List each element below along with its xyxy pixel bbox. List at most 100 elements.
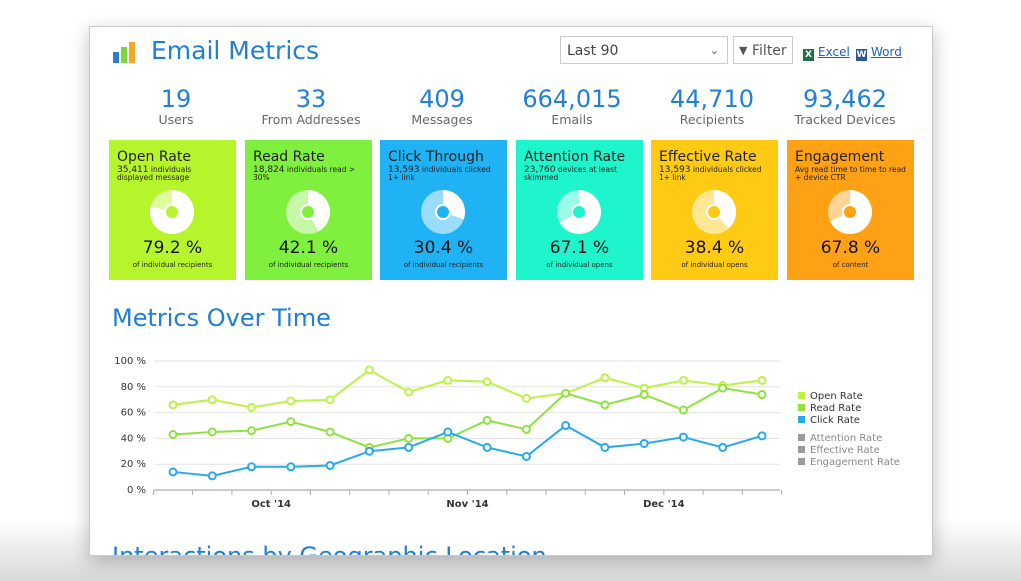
point [600,373,610,383]
card-title: Open Rate [117,149,191,165]
donut-hole [706,204,722,220]
card-note: of individual recipients [403,261,484,269]
donut-hole [300,204,316,220]
point [757,375,767,385]
stat-value: 93,462 [803,85,887,113]
metric-card: Open Rate 35,411 individuals displayed me… [109,140,236,280]
y-tick-label: 80 % [121,382,146,393]
point [443,375,453,385]
donut-hole [842,204,858,220]
card-text: Avg read time to time to read + device C… [795,165,906,182]
card-value: 67.8 % [820,238,881,258]
card-value: 38.4 % [684,238,745,258]
point [443,427,453,437]
stat-value: 44,710 [670,85,754,113]
x-tick-label: Oct '14 [251,499,291,510]
point [678,432,688,442]
donut [828,190,872,234]
point [207,395,217,405]
point [482,415,492,425]
stat-value: 33 [295,85,327,113]
legend-swatch [798,416,805,423]
donut [692,190,736,234]
legend-swatch [798,392,805,399]
point [521,451,531,461]
point [247,426,257,436]
point [364,446,374,456]
card-title: Attention Rate [524,149,626,165]
series-line [172,424,763,477]
point [718,383,728,393]
legend-swatch [798,458,805,465]
point [482,377,492,387]
y-tick-label: 60 % [121,408,146,419]
series-line [172,387,763,449]
donut-hole [571,204,587,220]
card-value: 67.1 % [549,238,610,258]
card-description: 23,760 devices at least skimmed [524,166,636,182]
stat-value: 19 [160,85,192,113]
donut [557,190,601,234]
legend-swatch [798,446,805,453]
donut-hole [164,204,180,220]
card-description: 13,593 individuals clicked 1+ link [388,166,500,182]
card-text: individuals clicked 1+ link [388,165,491,182]
point [639,439,649,449]
card-description: 18,824 individuals read > 30% [253,166,365,182]
stat-value: 409 [419,85,465,113]
filter-label: Filter [752,43,787,59]
point [757,390,767,400]
point [168,400,178,410]
donut-wedge [308,190,330,232]
card-note: of content [832,261,869,269]
page-title: Email Metrics [151,36,320,65]
stat: 409 Messages [372,85,512,127]
legend-label: Open Rate [810,391,863,402]
point [207,471,217,481]
point [718,442,728,452]
legend-label: Click Rate [810,415,860,426]
card-value: 30.4 % [413,238,474,258]
point [168,430,178,440]
card-value: 42.1 % [278,238,339,258]
card-title: Click Through [388,149,484,165]
period-select[interactable]: Last 90 ⌄ [560,36,728,64]
stat-label: Messages [411,112,473,127]
point [561,421,571,430]
legend-swatch [798,434,805,441]
stat-label: Emails [551,112,593,127]
metric-card: Attention Rate 23,760 devices at least sk… [516,140,643,280]
y-tick-label: 100 % [114,356,146,367]
card-note: of individual opens [681,261,748,269]
card-description: 35,411 individuals displayed message [117,166,229,182]
stat-label: Tracked Devices [794,112,896,127]
stat-label: Recipients [679,112,745,127]
card-description: Avg read time to time to read + device C… [795,166,907,182]
logo [113,42,135,63]
card-count: 13,593 [659,165,691,175]
point [404,387,414,397]
legend-label: Effective Rate [810,445,880,456]
donut [421,190,465,234]
card-text: individuals read > 30% [253,165,356,182]
metric-card: Engagement Avg read time to time to read … [787,140,914,280]
filter-button[interactable]: ▼ Filter [733,36,793,64]
stat: 44,710 Recipients [642,85,782,127]
point [482,442,492,452]
word-link[interactable]: W Word [856,45,902,61]
x-tick-label: Dec '14 [643,499,685,510]
legend-swatch [798,404,805,411]
y-tick-label: 40 % [121,433,146,444]
donut [150,190,194,234]
card-title: Effective Rate [659,149,757,165]
card-title: Read Rate [253,149,325,165]
point [247,462,257,472]
excel-link[interactable]: X Excel [803,45,850,61]
y-tick-label: 20 % [121,459,146,470]
donut-hole [435,204,451,220]
point [286,396,296,406]
stat: 93,462 Tracked Devices [775,85,915,127]
point [521,424,531,434]
point [757,431,767,441]
